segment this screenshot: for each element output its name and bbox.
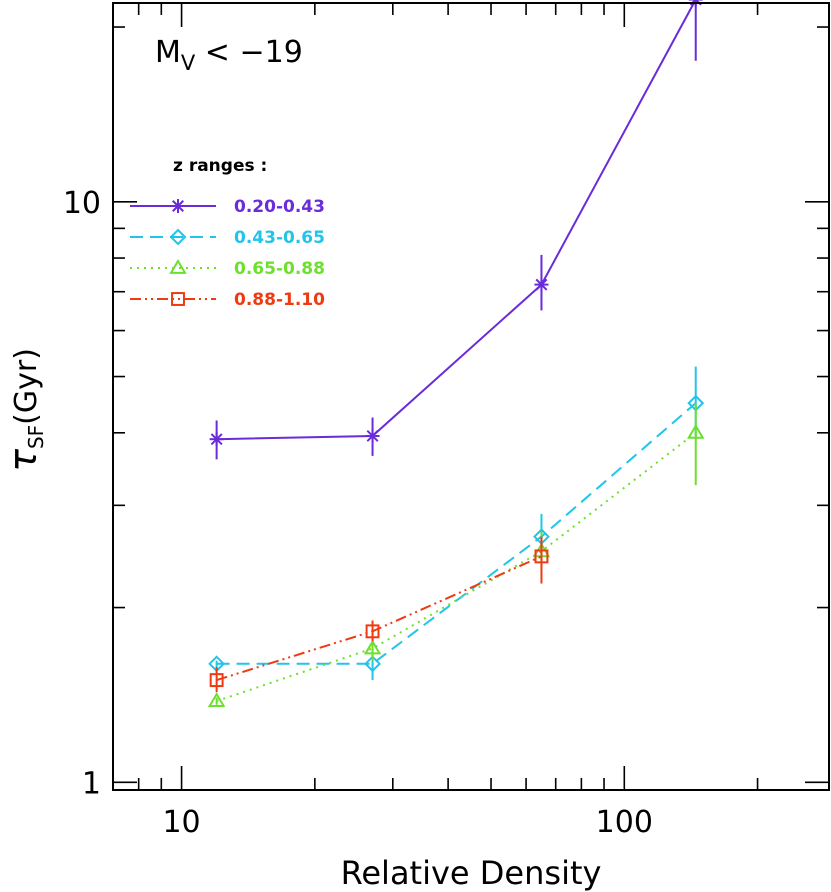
legend-label: 0.65-0.88 [234, 259, 325, 279]
series-line [216, 0, 697, 441]
legend-label: 0.20-0.43 [234, 197, 325, 217]
legend: 0.20-0.43 0.43-0.65 0.65-0.88 0.88-1.10 [130, 197, 325, 310]
annotation-sub: V [181, 51, 196, 75]
x-axis-label: Relative Density [341, 854, 602, 892]
series-1 [208, 366, 705, 681]
series-3 [209, 536, 549, 693]
legend-marker [169, 228, 187, 246]
legend-label: 0.43-0.65 [234, 228, 325, 248]
y-axis-label: τSF(Gyr) [1, 348, 48, 472]
legend-entry: 0.65-0.88 [130, 259, 325, 279]
series-2 [207, 403, 705, 708]
y-axis-label-rest: (Gyr) [9, 348, 44, 425]
data-point [534, 277, 549, 292]
data-point [365, 624, 380, 639]
series-line [216, 402, 697, 665]
data-point [207, 692, 226, 708]
series-line [216, 555, 542, 682]
annotation: MV < −19 [155, 35, 303, 75]
legend-label: 0.88-1.10 [234, 290, 325, 310]
x-tick-label: 100 [596, 805, 653, 840]
data-point [365, 428, 380, 443]
data-point [363, 639, 382, 655]
data-point [534, 549, 549, 564]
tick-labels: 10 100 1 10 [63, 186, 653, 840]
legend-entry: 0.43-0.65 [130, 228, 325, 248]
series-layer [207, 0, 705, 708]
data-point [686, 423, 705, 439]
legend-entry: 0.88-1.10 [130, 290, 325, 310]
data-point [209, 432, 224, 447]
y-tick-label: 10 [63, 186, 101, 221]
y-axis-label-sub: SF [24, 425, 48, 449]
y-tick-label: 1 [82, 766, 101, 801]
y-axis-label-main: τ [1, 448, 45, 472]
data-point [364, 655, 381, 673]
x-tick-label: 10 [162, 805, 200, 840]
plot-frame [112, 2, 830, 791]
annotation-rest: < −19 [195, 35, 303, 70]
legend-entry: 0.20-0.43 [130, 197, 325, 217]
series-0 [209, 0, 703, 460]
axis-ticks [112, 3, 829, 790]
legend-marker [171, 292, 185, 306]
legend-title: z ranges : [173, 156, 267, 176]
legend-marker [171, 199, 185, 213]
data-point [209, 673, 224, 688]
series-line [216, 432, 697, 703]
legend-marker [169, 259, 187, 274]
annotation-main: M [155, 35, 181, 70]
